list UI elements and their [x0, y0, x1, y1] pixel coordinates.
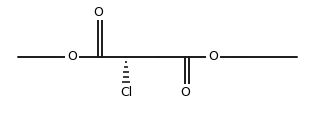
- Text: O: O: [67, 51, 77, 63]
- Text: Cl: Cl: [120, 86, 132, 99]
- Text: O: O: [208, 51, 218, 63]
- Text: O: O: [180, 86, 190, 99]
- Text: O: O: [93, 6, 103, 19]
